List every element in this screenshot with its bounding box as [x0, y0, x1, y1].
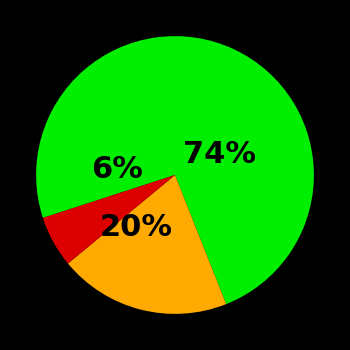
Wedge shape — [43, 175, 175, 264]
Wedge shape — [68, 175, 226, 314]
Text: 6%: 6% — [91, 155, 142, 184]
Wedge shape — [36, 36, 314, 304]
Text: 20%: 20% — [100, 213, 173, 242]
Text: 74%: 74% — [183, 140, 256, 169]
